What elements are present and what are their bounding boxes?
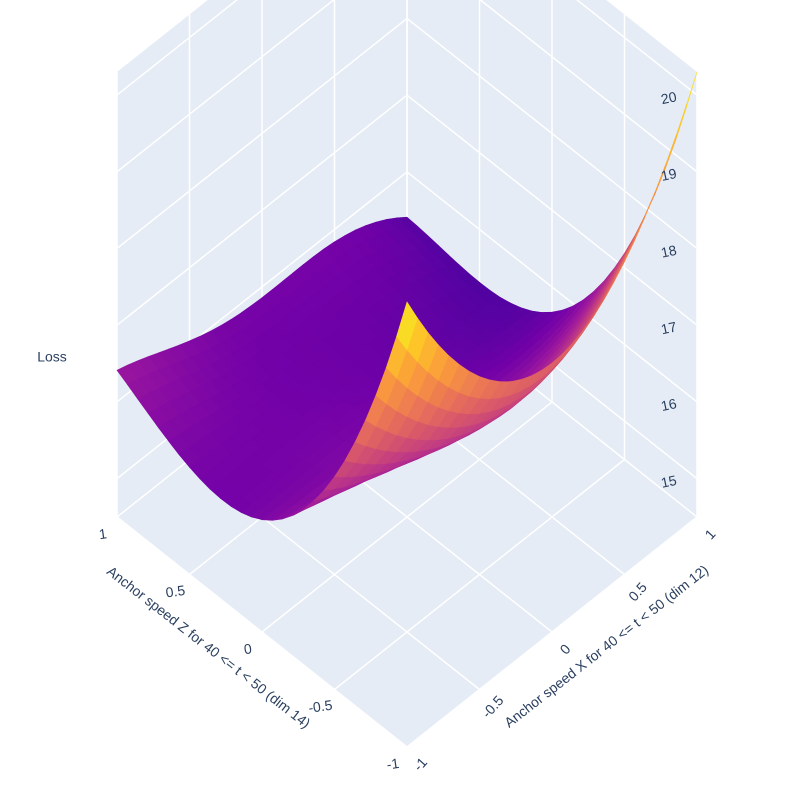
y-tick-label: 1 (98, 525, 108, 542)
gridline (406, 516, 698, 748)
gridline (406, 94, 698, 326)
gridline (261, 401, 553, 633)
gridline (116, 94, 408, 326)
x-tick-label: 1 (701, 526, 718, 543)
x-tick-label: 0 (556, 641, 573, 658)
gridline (116, 0, 335, 173)
gridline (406, 171, 698, 403)
x-tick-label: 0.5 (625, 579, 650, 604)
gridline (116, 516, 408, 748)
y-tick-label: 0.5 (165, 582, 187, 601)
y-tick-label: 0 (243, 640, 253, 657)
surface-cell (396, 301, 418, 351)
y-tick-label: -0.5 (307, 697, 333, 716)
z-tick-label: 15 (659, 472, 678, 491)
surface-mesh (116, 71, 698, 521)
gridline (116, 17, 408, 250)
z-tick-label: 18 (659, 242, 678, 261)
x-tick-label: -1 (410, 754, 430, 774)
z-tick-label: 16 (659, 395, 678, 414)
gridline (334, 458, 625, 691)
z-tick-label: 20 (659, 88, 678, 107)
z-axis-title: Loss (37, 349, 67, 365)
gridline (406, 17, 698, 250)
z-tick-label: 19 (659, 165, 678, 184)
gridline (479, 0, 698, 173)
y-tick-label: -1 (386, 755, 401, 773)
z-tick-label: 17 (659, 318, 678, 337)
gridline (575, 0, 698, 96)
gridline (116, 0, 239, 96)
